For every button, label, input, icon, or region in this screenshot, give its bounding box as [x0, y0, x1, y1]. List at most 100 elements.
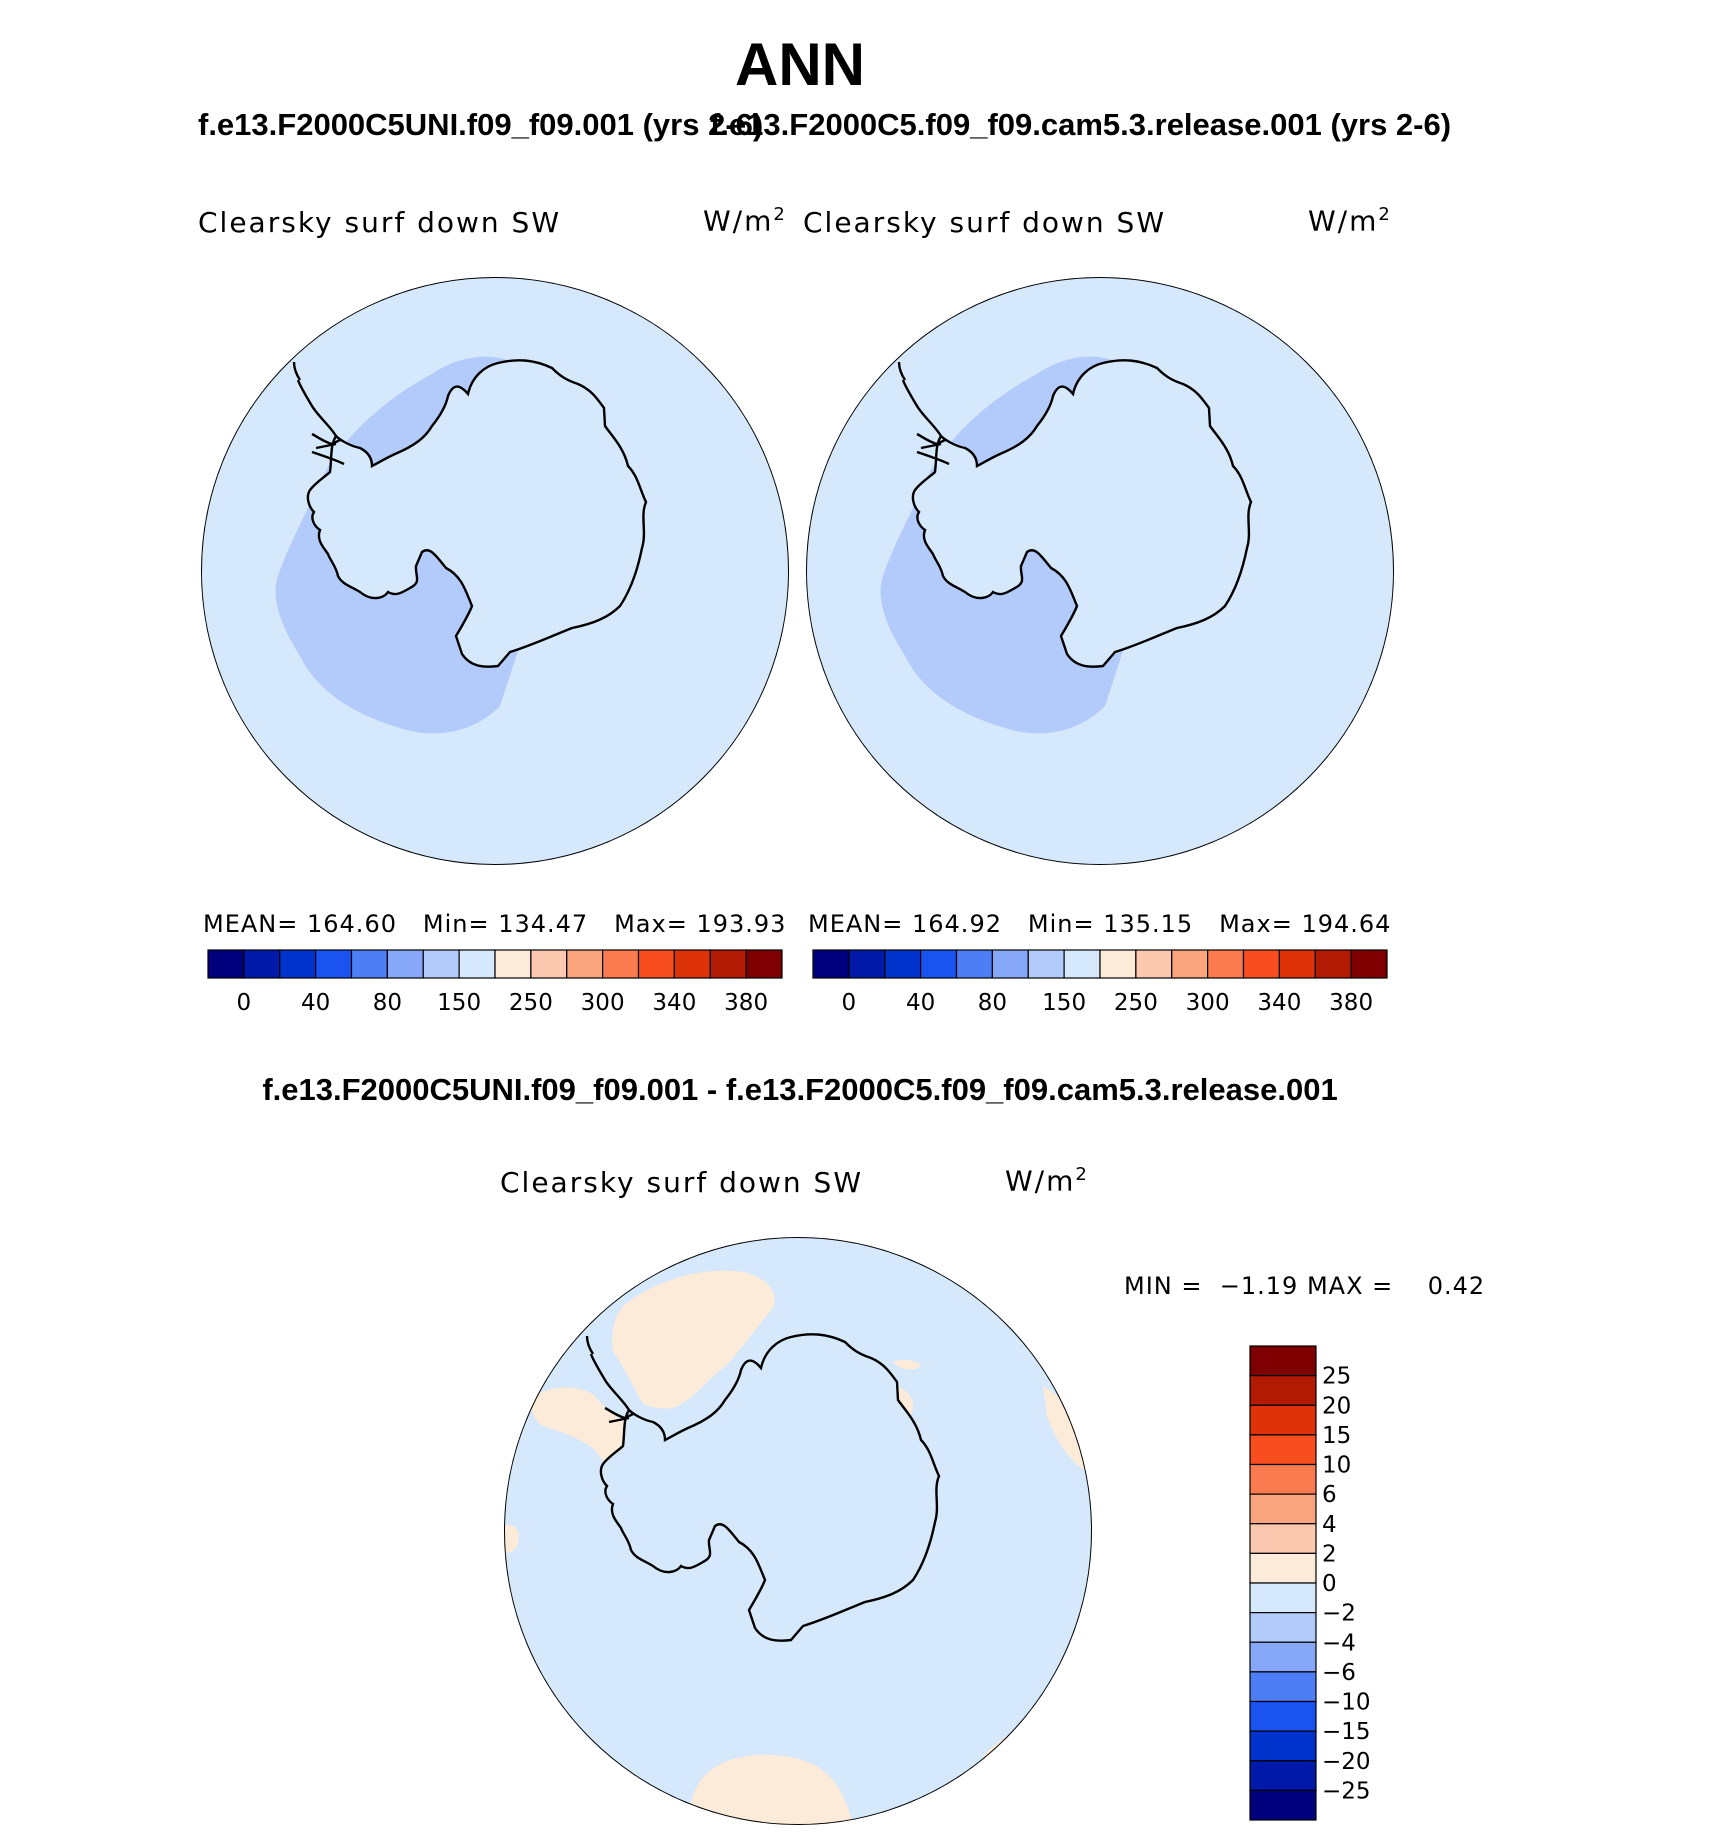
left-colorbar-tick-label: 150	[437, 990, 481, 1016]
left-colorbar-color-box	[279, 949, 317, 979]
right-colorbar-color-box	[955, 949, 993, 979]
right-colorbar-color-box	[1063, 949, 1101, 979]
left-colorbar-color-box	[315, 949, 353, 979]
right-colorbar-tick-label: 340	[1257, 990, 1301, 1016]
difference-tick-label: 4	[1322, 1512, 1337, 1538]
left-panel-title: f.e13.F2000C5UNI.f09_f09.001 (yrs 2-6)	[198, 107, 764, 142]
island-1	[605, 1299, 612, 1303]
right-colorbar-color-box	[1027, 949, 1065, 979]
antarctica-outline	[306, 359, 648, 668]
island-1	[298, 341, 305, 345]
difference-tick-label: −25	[1322, 1778, 1371, 1804]
left-colorbar-tick-label: 300	[581, 990, 625, 1016]
difference-tick-label: 0	[1322, 1571, 1337, 1597]
left-colorbar-tick-label: 80	[373, 990, 402, 1016]
right-units-label: W/m2	[1308, 204, 1392, 238]
positive-anomaly-region	[612, 1270, 775, 1409]
left-colorbar-tick-label: 250	[509, 990, 553, 1016]
difference-tick-label: 25	[1322, 1364, 1351, 1390]
antarctic-peninsula	[897, 361, 950, 466]
left-colorbar-tick-label: 0	[237, 990, 252, 1016]
difference-polar-map	[504, 1237, 1092, 1825]
right-colorbar-color-box	[1350, 949, 1388, 979]
difference-color-box	[1249, 1493, 1317, 1525]
left-colorbar-color-box	[243, 949, 281, 979]
right-colorbar-tick-label: 0	[842, 990, 857, 1016]
right-variable-label: Clearsky surf down SW	[803, 206, 1167, 239]
positive-anomaly-region	[1043, 1386, 1092, 1476]
difference-color-box	[1249, 1612, 1317, 1643]
difference-tick-label: −6	[1322, 1660, 1356, 1686]
difference-tick-label: 6	[1322, 1482, 1337, 1508]
left-variable-label: Clearsky surf down SW	[198, 206, 562, 239]
right-colorbar-color-box	[920, 949, 958, 979]
left-colorbar-color-box	[602, 949, 640, 979]
difference-color-box	[1249, 1760, 1317, 1791]
difference-color-box	[1249, 1404, 1317, 1436]
difference-tick-label: −20	[1322, 1749, 1371, 1775]
left-units-label: W/m2	[703, 204, 787, 238]
left-colorbar-color-box	[745, 949, 783, 979]
difference-title: f.e13.F2000C5UNI.f09_f09.001 - f.e13.F20…	[262, 1072, 1338, 1107]
difference-color-box	[1249, 1700, 1317, 1732]
right-colorbar-color-box	[812, 949, 850, 979]
antarctica-outline	[911, 359, 1253, 668]
left-colorbar-color-box	[494, 949, 532, 979]
difference-tick-label: −15	[1322, 1719, 1371, 1745]
difference-color-box	[1249, 1375, 1317, 1406]
difference-tick-label: −4	[1322, 1630, 1356, 1656]
positive-anomaly-region	[893, 1359, 921, 1370]
left-colorbar-color-box	[709, 949, 747, 979]
difference-color-box	[1249, 1730, 1317, 1762]
left-colorbar-color-box	[530, 949, 568, 979]
difference-color-box	[1249, 1434, 1317, 1466]
difference-tick-label: 15	[1322, 1423, 1351, 1449]
right-polar-map	[806, 277, 1394, 865]
right-colorbar-tick-label: 300	[1186, 990, 1230, 1016]
right-colorbar-tick-label: 380	[1329, 990, 1373, 1016]
difference-color-box	[1249, 1552, 1317, 1584]
difference-tick-label: −10	[1322, 1690, 1371, 1716]
right-colorbar-color-box	[991, 949, 1029, 979]
difference-color-box	[1249, 1671, 1317, 1703]
right-colorbar-color-box	[1099, 949, 1137, 979]
left-colorbar-tick-label: 340	[652, 990, 696, 1016]
difference-color-box	[1249, 1523, 1317, 1554]
left-colorbar-tick-label: 380	[724, 990, 768, 1016]
island-2	[212, 392, 218, 398]
right-colorbar-color-box	[848, 949, 886, 979]
left-colorbar-color-box	[386, 949, 424, 979]
right-colorbar: 0 40 80 150 250 300 340 380	[812, 949, 1388, 1016]
left-colorbar-color-box	[207, 949, 245, 979]
right-colorbar-color-box	[1171, 949, 1209, 979]
right-colorbar-tick-label: 150	[1042, 990, 1086, 1016]
antarctica-outline	[599, 1333, 941, 1642]
left-colorbar-color-box	[637, 949, 675, 979]
right-colorbar-tick-label: 250	[1114, 990, 1158, 1016]
difference-tick-label: 10	[1322, 1453, 1351, 1479]
antarctic-peninsula	[585, 1335, 634, 1424]
difference-tick-label: 20	[1322, 1393, 1351, 1419]
difference-color-box	[1249, 1582, 1317, 1614]
antarctic-peninsula	[292, 361, 345, 466]
right-colorbar-color-box	[1278, 949, 1316, 979]
difference-color-box	[1249, 1641, 1317, 1673]
difference-units-label: W/m2	[1005, 1164, 1089, 1198]
left-colorbar-color-box	[566, 949, 604, 979]
difference-minmax: MIN = −1.19 MAX = 0.42	[1124, 1272, 1486, 1300]
right-stats: MEAN= 164.92 Min= 135.15 Max= 194.64	[808, 910, 1392, 938]
left-colorbar-tick-label: 40	[301, 990, 330, 1016]
difference-color-box	[1249, 1345, 1317, 1377]
left-polar-map	[201, 277, 789, 865]
left-colorbar-color-box	[673, 949, 711, 979]
positive-anomaly-region	[683, 1754, 853, 1825]
right-colorbar-color-box	[1242, 949, 1280, 979]
positive-anomaly-region	[504, 1524, 519, 1553]
right-colorbar-color-box	[1135, 949, 1173, 979]
left-stats: MEAN= 164.60 Min= 134.47 Max= 193.93	[203, 910, 787, 938]
difference-tick-label: −2	[1322, 1601, 1356, 1627]
right-colorbar-tick-label: 40	[906, 990, 935, 1016]
right-colorbar-color-box	[1314, 949, 1352, 979]
island-1	[903, 341, 910, 345]
